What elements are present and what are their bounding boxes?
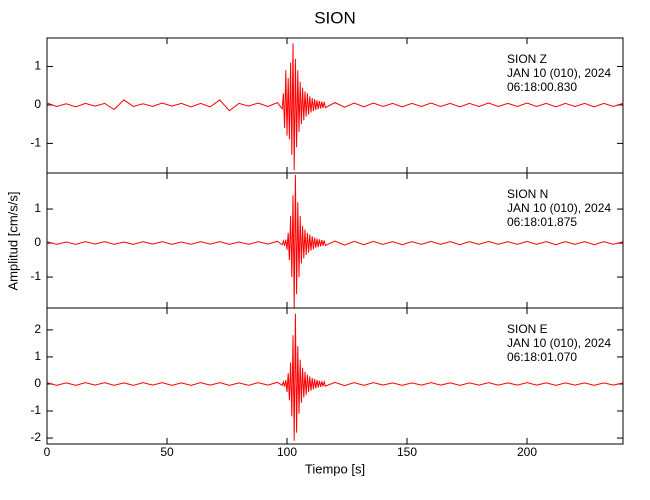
y-axis-label: Amplitud [cm/s/s] bbox=[5, 192, 20, 291]
y-tick-label: -2 bbox=[30, 430, 41, 444]
chart-title: SION bbox=[314, 8, 356, 27]
y-tick-label: -1 bbox=[30, 403, 41, 417]
y-tick-label: 0 bbox=[34, 376, 41, 390]
waveform bbox=[46, 175, 624, 308]
y-tick-label: -1 bbox=[30, 269, 41, 283]
y-tick-label: 0 bbox=[34, 97, 41, 111]
annotation: JAN 10 (010), 2024 bbox=[507, 336, 611, 350]
y-tick-label: 2 bbox=[34, 322, 41, 336]
y-tick-label: -1 bbox=[30, 136, 41, 150]
annotation: 06:18:01.070 bbox=[507, 350, 577, 364]
y-tick-label: 1 bbox=[34, 201, 41, 215]
annotation: SION E bbox=[507, 322, 548, 336]
y-tick-label: 0 bbox=[34, 235, 41, 249]
y-tick-label: 1 bbox=[34, 349, 41, 363]
annotation: SION N bbox=[507, 187, 548, 201]
x-tick-label: 200 bbox=[517, 445, 537, 459]
annotation: SION Z bbox=[507, 52, 547, 66]
annotation: JAN 10 (010), 2024 bbox=[507, 66, 611, 80]
annotation: 06:18:00.830 bbox=[507, 80, 577, 94]
waveform bbox=[46, 43, 624, 171]
waveform bbox=[46, 313, 624, 441]
x-tick-label: 100 bbox=[277, 445, 297, 459]
annotation: JAN 10 (010), 2024 bbox=[507, 201, 611, 215]
y-tick-label: 1 bbox=[34, 59, 41, 73]
x-tick-label: 150 bbox=[397, 445, 417, 459]
panel-frame bbox=[46, 307, 624, 445]
x-tick-label: 50 bbox=[160, 445, 174, 459]
x-axis-label: Tiempo [s] bbox=[305, 461, 365, 476]
annotation: 06:18:01.875 bbox=[507, 215, 577, 229]
x-tick-label: 0 bbox=[44, 445, 51, 459]
